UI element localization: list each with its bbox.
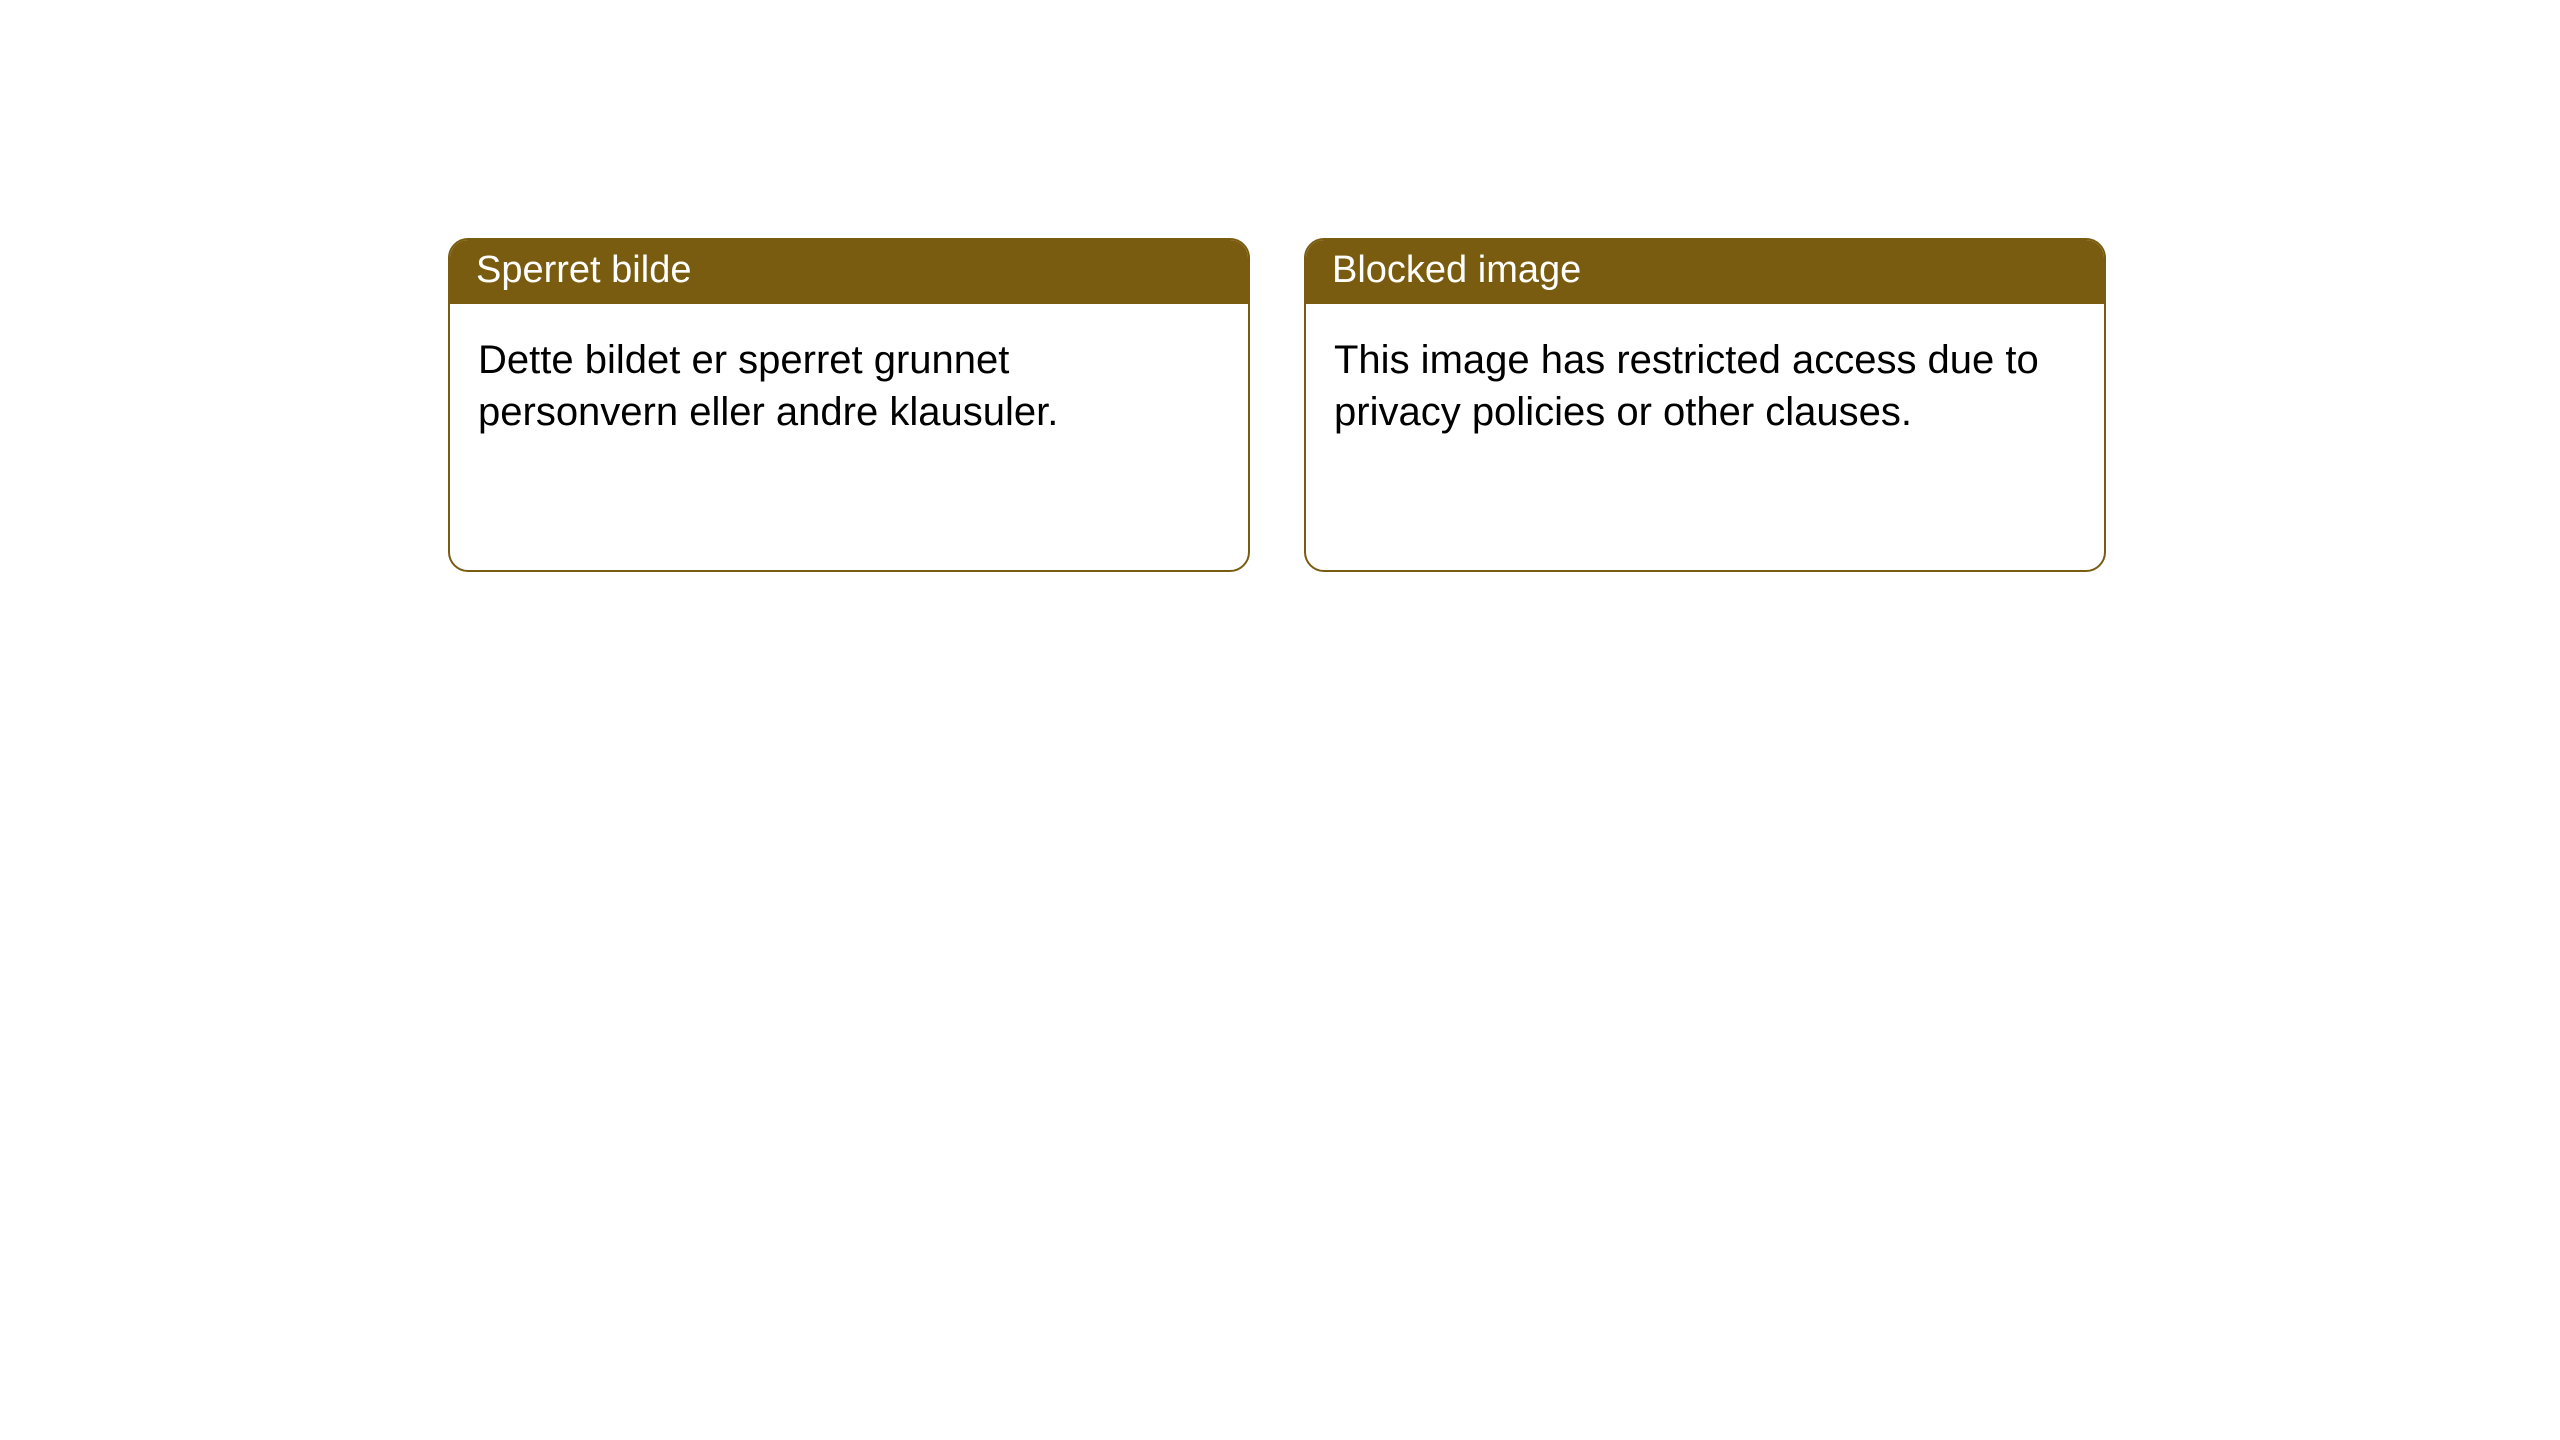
notice-container: Sperret bilde Dette bildet er sperret gr… [0,0,2560,572]
notice-header-english: Blocked image [1306,240,2104,304]
notice-card-norwegian: Sperret bilde Dette bildet er sperret gr… [448,238,1250,572]
notice-body-english: This image has restricted access due to … [1306,304,2104,468]
notice-card-english: Blocked image This image has restricted … [1304,238,2106,572]
notice-body-norwegian: Dette bildet er sperret grunnet personve… [450,304,1248,468]
notice-header-norwegian: Sperret bilde [450,240,1248,304]
